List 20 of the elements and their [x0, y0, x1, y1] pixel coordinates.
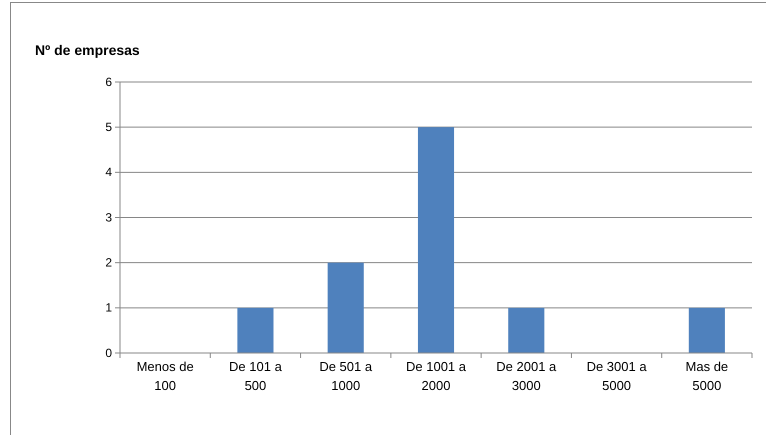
y-tick-label: 4	[105, 165, 112, 180]
bar	[508, 308, 544, 353]
x-tick-label: De 101 a 500	[229, 359, 283, 393]
x-tick-label: De 501 a 1000	[319, 359, 373, 393]
chart-title: Nº de empresas	[35, 42, 140, 58]
bar	[328, 262, 364, 353]
bar	[688, 308, 725, 353]
y-tick-label: 5	[105, 120, 112, 134]
x-tick-label: Menos de 100	[136, 359, 194, 393]
bar	[237, 308, 274, 353]
x-tick-label: De 2001 a 3000	[496, 359, 558, 393]
y-tick-label: 0	[105, 346, 112, 360]
x-tick-label: De 3001 a 5000	[586, 359, 648, 393]
bar	[418, 127, 454, 353]
y-tick-label: 6	[105, 74, 112, 89]
x-tick-label: De 1001 a 2000	[406, 359, 467, 393]
y-tick-label: 3	[105, 210, 112, 224]
y-tick-label: 2	[105, 256, 112, 270]
y-tick-label: 1	[105, 300, 112, 315]
x-tick-label: Mas de 5000	[686, 359, 728, 393]
